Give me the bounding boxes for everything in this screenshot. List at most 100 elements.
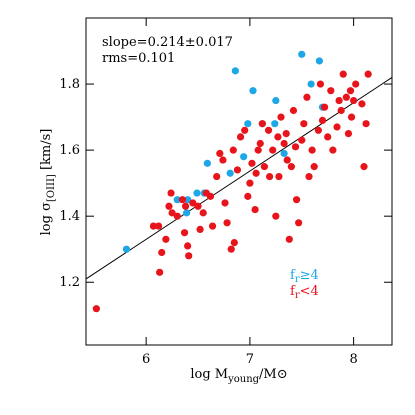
point bbox=[283, 156, 291, 164]
y-label-sub: [OIII] bbox=[46, 174, 57, 202]
point bbox=[347, 113, 356, 121]
legend-text: f bbox=[290, 284, 296, 299]
point bbox=[240, 153, 248, 161]
point bbox=[221, 199, 229, 207]
y-tick-label: 1.2 bbox=[59, 275, 80, 290]
legend-text: r bbox=[295, 274, 300, 285]
point bbox=[324, 133, 332, 141]
legend-text: r bbox=[295, 290, 300, 301]
point bbox=[122, 245, 131, 253]
point bbox=[327, 87, 335, 95]
point bbox=[193, 189, 201, 197]
x-axis-label: log Myoung/M⊙ bbox=[190, 367, 287, 385]
point bbox=[92, 305, 100, 313]
annotation: rms=0.101 bbox=[102, 51, 175, 66]
plot-frame bbox=[85, 17, 393, 346]
point bbox=[246, 179, 254, 187]
point bbox=[185, 252, 193, 260]
point bbox=[285, 235, 293, 243]
point bbox=[364, 70, 372, 78]
point bbox=[272, 212, 280, 220]
y-tick-label: 1.8 bbox=[59, 77, 80, 92]
point bbox=[307, 80, 315, 88]
point bbox=[292, 196, 301, 204]
point bbox=[254, 146, 262, 154]
point bbox=[244, 192, 252, 200]
point bbox=[206, 192, 215, 200]
point bbox=[248, 159, 256, 167]
point bbox=[275, 172, 283, 181]
point bbox=[316, 80, 325, 88]
point bbox=[229, 146, 237, 154]
point bbox=[155, 222, 163, 230]
point bbox=[287, 163, 295, 171]
point bbox=[165, 202, 173, 210]
point bbox=[264, 126, 273, 134]
point bbox=[295, 219, 303, 227]
point bbox=[315, 57, 323, 65]
point bbox=[352, 80, 360, 88]
point bbox=[219, 156, 227, 164]
point bbox=[184, 242, 192, 250]
point bbox=[272, 96, 280, 105]
point bbox=[156, 268, 164, 276]
point bbox=[335, 96, 343, 105]
x-label-sub: young bbox=[227, 374, 260, 385]
legend-entry: fr≥4 bbox=[290, 268, 319, 285]
point bbox=[167, 189, 175, 197]
legend-text: f bbox=[290, 268, 296, 283]
point bbox=[178, 196, 187, 204]
x-tick-label: 8 bbox=[349, 352, 357, 367]
point bbox=[291, 143, 300, 151]
legend-text: ≥4 bbox=[300, 268, 319, 283]
point bbox=[314, 126, 322, 134]
x-label-part: /M⊙ bbox=[259, 367, 288, 382]
point bbox=[280, 139, 288, 148]
point bbox=[223, 219, 231, 227]
point bbox=[196, 225, 204, 233]
point bbox=[251, 205, 259, 214]
point bbox=[168, 209, 176, 217]
point bbox=[339, 70, 347, 78]
point bbox=[158, 248, 166, 257]
point bbox=[149, 222, 158, 230]
point bbox=[226, 169, 234, 177]
point bbox=[241, 126, 249, 134]
point bbox=[310, 163, 318, 171]
point bbox=[231, 67, 239, 75]
point bbox=[350, 96, 358, 105]
y-tick-label: 1.6 bbox=[59, 143, 80, 158]
point bbox=[183, 209, 191, 217]
point bbox=[303, 93, 311, 101]
point bbox=[337, 106, 345, 115]
point bbox=[305, 172, 313, 181]
point bbox=[184, 196, 192, 204]
legend-entry: fr<4 bbox=[290, 284, 319, 301]
point bbox=[216, 149, 224, 158]
point bbox=[277, 113, 285, 121]
point bbox=[280, 149, 288, 158]
point bbox=[300, 120, 308, 128]
point bbox=[362, 120, 370, 128]
point bbox=[180, 229, 189, 237]
point bbox=[213, 172, 221, 181]
point bbox=[342, 93, 350, 101]
fit-line bbox=[85, 77, 393, 280]
point bbox=[203, 159, 211, 167]
point bbox=[282, 130, 290, 138]
point bbox=[173, 196, 181, 204]
y-axis-label: log σ[OIII] [km/s] bbox=[39, 129, 57, 236]
point bbox=[236, 133, 245, 141]
point bbox=[260, 163, 269, 171]
point bbox=[271, 120, 279, 128]
point bbox=[227, 245, 235, 253]
point bbox=[249, 87, 257, 95]
point bbox=[194, 202, 202, 210]
point bbox=[298, 50, 306, 58]
point bbox=[344, 130, 353, 138]
point bbox=[252, 169, 260, 177]
x-label-part: log M bbox=[190, 367, 228, 382]
y-label-part: log σ bbox=[39, 202, 54, 235]
point bbox=[162, 235, 170, 243]
point bbox=[173, 212, 181, 220]
